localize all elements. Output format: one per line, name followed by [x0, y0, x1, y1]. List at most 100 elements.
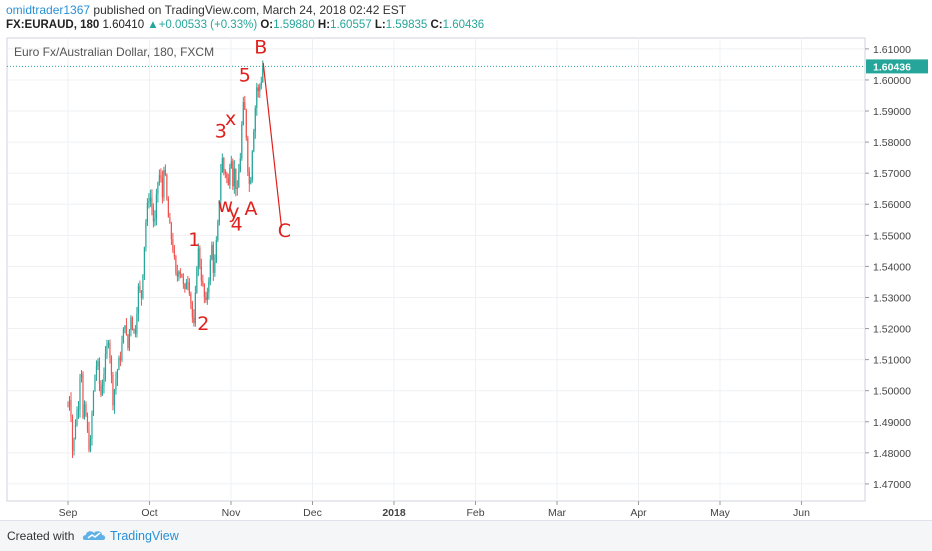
x-tick-label: Feb	[466, 507, 484, 519]
candle-body	[122, 328, 125, 344]
candle-body	[175, 256, 177, 273]
candle-body	[224, 171, 226, 174]
candle-body	[68, 399, 71, 407]
candle-body	[121, 343, 123, 361]
x-tick-label: May	[710, 507, 731, 519]
candle-body	[187, 282, 189, 284]
published-text: published on TradingView.com, March 24, …	[93, 3, 407, 17]
candle-body	[133, 329, 135, 331]
tradingview-link[interactable]: TradingView	[110, 529, 179, 543]
candle-body	[169, 217, 171, 224]
candle-body	[205, 296, 207, 300]
candle-body	[143, 246, 146, 275]
candle-body	[229, 168, 231, 185]
candle-body	[211, 244, 213, 260]
candle-body	[97, 361, 99, 367]
candle-body	[262, 68, 264, 82]
candle-body	[259, 85, 261, 92]
wave-label: y	[228, 201, 239, 223]
candle-body	[242, 102, 244, 125]
candle-body	[181, 273, 183, 278]
open-label: O:	[260, 19, 274, 31]
candle-body	[98, 361, 101, 384]
change-arrow-icon: ▲	[147, 19, 159, 31]
x-tick-label: Nov	[222, 507, 241, 519]
y-tick-label: 1.49000	[873, 417, 911, 429]
author-link[interactable]: omidtrader1367	[6, 3, 91, 17]
candle-body	[91, 414, 93, 440]
wave-label: 1	[188, 229, 200, 251]
candle-body	[67, 406, 69, 408]
y-tick-label: 1.48000	[873, 448, 911, 460]
candle-body	[214, 262, 216, 273]
candle-body	[89, 439, 92, 451]
candle-body	[232, 161, 234, 187]
candle-body	[209, 259, 211, 281]
candle-body	[76, 410, 78, 426]
candle-body	[241, 124, 243, 159]
candle-body	[130, 317, 132, 330]
y-tick-label: 1.57000	[873, 168, 911, 180]
x-tick-label: Sep	[59, 507, 78, 519]
candle-body	[215, 240, 217, 263]
candle-body	[250, 179, 252, 184]
candle-body	[119, 357, 122, 361]
high-label: H:	[317, 19, 331, 31]
candle-body	[101, 385, 104, 395]
candle-body	[137, 286, 140, 314]
candle-body	[100, 383, 102, 395]
y-tick-label: 1.60000	[873, 75, 911, 87]
low-label: L:	[374, 19, 386, 31]
candles	[67, 60, 264, 458]
price-chart[interactable]: 1 2 3x wy4 5 A B C 1.61000 1.60000 1.59000 1.58000…	[0, 0, 932, 520]
candle-body	[235, 168, 237, 190]
candle-body	[172, 239, 174, 251]
candle-body	[83, 404, 86, 418]
footer: Created with TradingView	[0, 520, 932, 551]
candle-body	[128, 329, 131, 349]
candle-body	[245, 109, 247, 138]
candle-body	[131, 317, 134, 331]
created-with-text: Created with	[7, 529, 75, 543]
candle-body	[256, 87, 258, 108]
candle-body	[227, 177, 229, 185]
y-tick-label: 1.56000	[873, 199, 911, 211]
candle-body	[260, 81, 262, 86]
publish-header: omidtrader1367 published on TradingView.…	[6, 3, 406, 17]
candle-body	[164, 170, 166, 175]
y-tick-label: 1.50000	[873, 386, 911, 398]
candle-body	[196, 267, 198, 293]
candle-body	[71, 416, 74, 452]
high-value: 1.60557	[330, 19, 372, 31]
x-tick-label: Jun	[793, 507, 810, 519]
candle-body	[79, 377, 81, 410]
last-price: 1.60410	[102, 19, 145, 31]
low-value: 1.59835	[385, 19, 428, 31]
last-price-tag	[866, 59, 928, 74]
candle-body	[220, 172, 222, 201]
candle-body	[92, 391, 95, 415]
candle-body	[208, 280, 210, 293]
close-label: C:	[430, 19, 443, 31]
candle-body	[125, 325, 128, 335]
x-tick-label: Oct	[141, 507, 157, 519]
candle-body	[149, 197, 152, 202]
candle-body	[152, 207, 155, 222]
candle-body	[109, 342, 111, 358]
y-tick-label: 1.58000	[873, 137, 911, 149]
candle-body	[239, 158, 241, 172]
candle-body	[184, 284, 186, 290]
y-tick-label: 1.55000	[873, 230, 911, 242]
close-value: 1.60436	[442, 19, 485, 31]
candle-body	[212, 244, 214, 273]
candle-body	[202, 280, 204, 285]
last-price-tag-label: 1.60436	[873, 61, 911, 73]
candle-body	[116, 369, 119, 380]
candle-body	[197, 248, 199, 268]
candle-body	[206, 292, 208, 300]
candle-body	[103, 374, 105, 386]
candle-body	[221, 158, 223, 173]
candle-body	[94, 375, 96, 392]
plot-area	[6, 37, 866, 502]
candle-body	[104, 354, 107, 375]
